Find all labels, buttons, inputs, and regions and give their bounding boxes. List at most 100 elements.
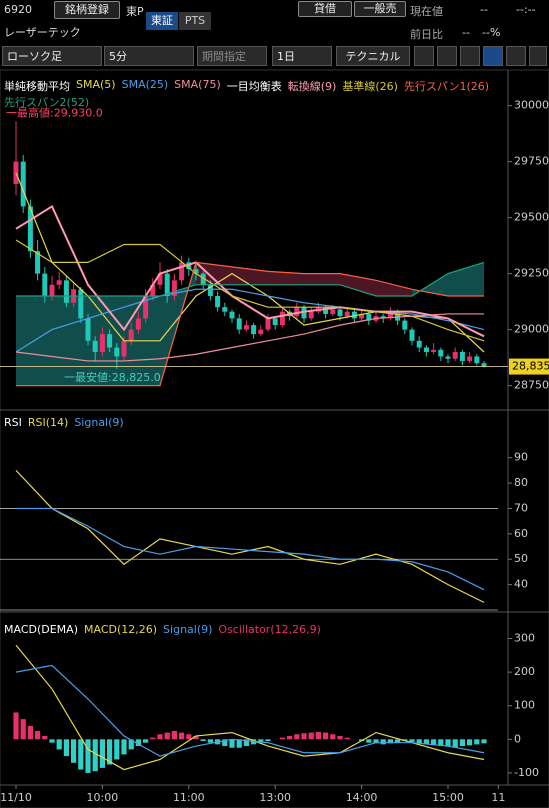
legend-title: MACD(DEMA) [4,623,78,636]
candle-body [330,309,336,314]
market: 東P [126,5,144,18]
oscillator-bar [99,739,105,768]
oscillator-bar [229,739,235,748]
legend-entry: RSI(14) [27,416,69,429]
legend-entry: SMA(75) [174,78,221,91]
chart-type-select[interactable]: ローソク足 [2,46,102,66]
candle-body [272,318,278,326]
candle-body [171,280,177,296]
oscillator-bar [330,734,336,740]
candle-body [229,311,235,319]
oscillator-bar [56,739,62,750]
oscillator-bar [63,739,69,757]
candle-body [193,269,199,274]
legend-entry: 転換線(9) [287,80,337,93]
oscillator-bar [423,739,429,745]
candle-body [164,273,170,296]
register-button[interactable]: 銘柄登録 [54,1,120,19]
current-label: 現在値 [410,5,443,18]
candle-body [150,284,156,296]
oscillator-bar [258,739,264,743]
y-tick-label: 28750 [514,379,549,392]
oscillator-bar [92,739,98,772]
legend-group: 一目均衡表 [226,80,282,93]
oscillator-bar [114,739,120,760]
oscillator-bar [452,739,458,748]
y-tick-label: 80 [514,476,528,489]
oscillator-bar [481,739,487,744]
candle-body [431,349,437,352]
candle-body [35,251,41,274]
candle-body [323,307,329,314]
candle-body [85,318,91,341]
candle-body [92,340,98,352]
line-icon[interactable] [483,46,503,66]
oscillator-bar [279,737,285,740]
candle-body [344,311,350,317]
interval-select[interactable]: 5分 [104,46,194,66]
stock-name: レーザーテック [4,26,81,39]
candle-body [294,307,300,317]
range-select[interactable]: 1日 [272,46,332,66]
oscillator-bar [474,739,480,745]
candle-body [265,318,271,330]
oscillator-bar [186,734,192,740]
legend-entry: Signal(9) [163,623,213,636]
oscillator-bar [265,739,271,741]
draw-icon[interactable] [414,46,434,66]
oscillator-bar [287,735,293,740]
candle-body [49,284,55,296]
candle-body [236,318,242,330]
legend-entry: 先行スパン1(26) [403,80,490,93]
legend-entry: Oscillator(12,26,9) [218,623,321,636]
menu-icon[interactable] [529,46,547,66]
candle-body [179,262,185,281]
candle-body [438,349,444,357]
cloud [268,271,304,285]
candle-body [423,347,429,352]
candle-body [301,307,307,319]
y-tick-label: 60 [514,527,528,540]
y-tick-label: 29750 [514,155,549,168]
margin-button[interactable]: 貸借 [298,1,352,17]
y-tick-label: 70 [514,501,528,514]
bar-icon[interactable] [460,46,480,66]
candle-body [42,273,48,296]
candle-body [222,307,228,312]
candle-body [395,311,401,321]
candle-body [99,334,105,352]
change-pct: --% [482,26,501,39]
legend-entry: 基準線(26) [342,80,398,93]
oscillator-bar [135,739,141,747]
tse-tab[interactable]: 東証 [146,12,178,30]
indicator-line [15,239,485,342]
candle-body [215,296,221,308]
candle-body [243,325,249,330]
oscillator-bar [236,739,242,748]
technical-button[interactable]: テクニカル [336,46,410,66]
oscillator-bar [143,739,149,743]
x-tick-label: 14:00 [346,791,378,804]
zoom-icon[interactable] [437,46,457,66]
last-price-box [509,358,549,375]
cloud [448,262,484,296]
oscillator-bar [222,739,228,747]
save-icon[interactable] [506,46,526,66]
candle-body [63,280,69,303]
indicator-line [16,507,485,591]
oscillator-bar [150,737,156,740]
change-label: 前日比 [410,28,443,41]
oscillator-bar [337,735,343,740]
indicator-line [15,664,485,757]
x-tick-label: 11/10 [0,791,32,804]
oscillator-bar [243,739,249,747]
pts-tab[interactable]: PTS [179,12,211,30]
period-select[interactable]: 期間指定 [197,46,267,66]
oscillator-bar [315,731,321,740]
sell-button[interactable]: 一般売 [354,1,406,17]
y-tick-label: 200 [514,665,535,678]
candle-body [157,273,163,285]
candle-body [474,356,480,364]
